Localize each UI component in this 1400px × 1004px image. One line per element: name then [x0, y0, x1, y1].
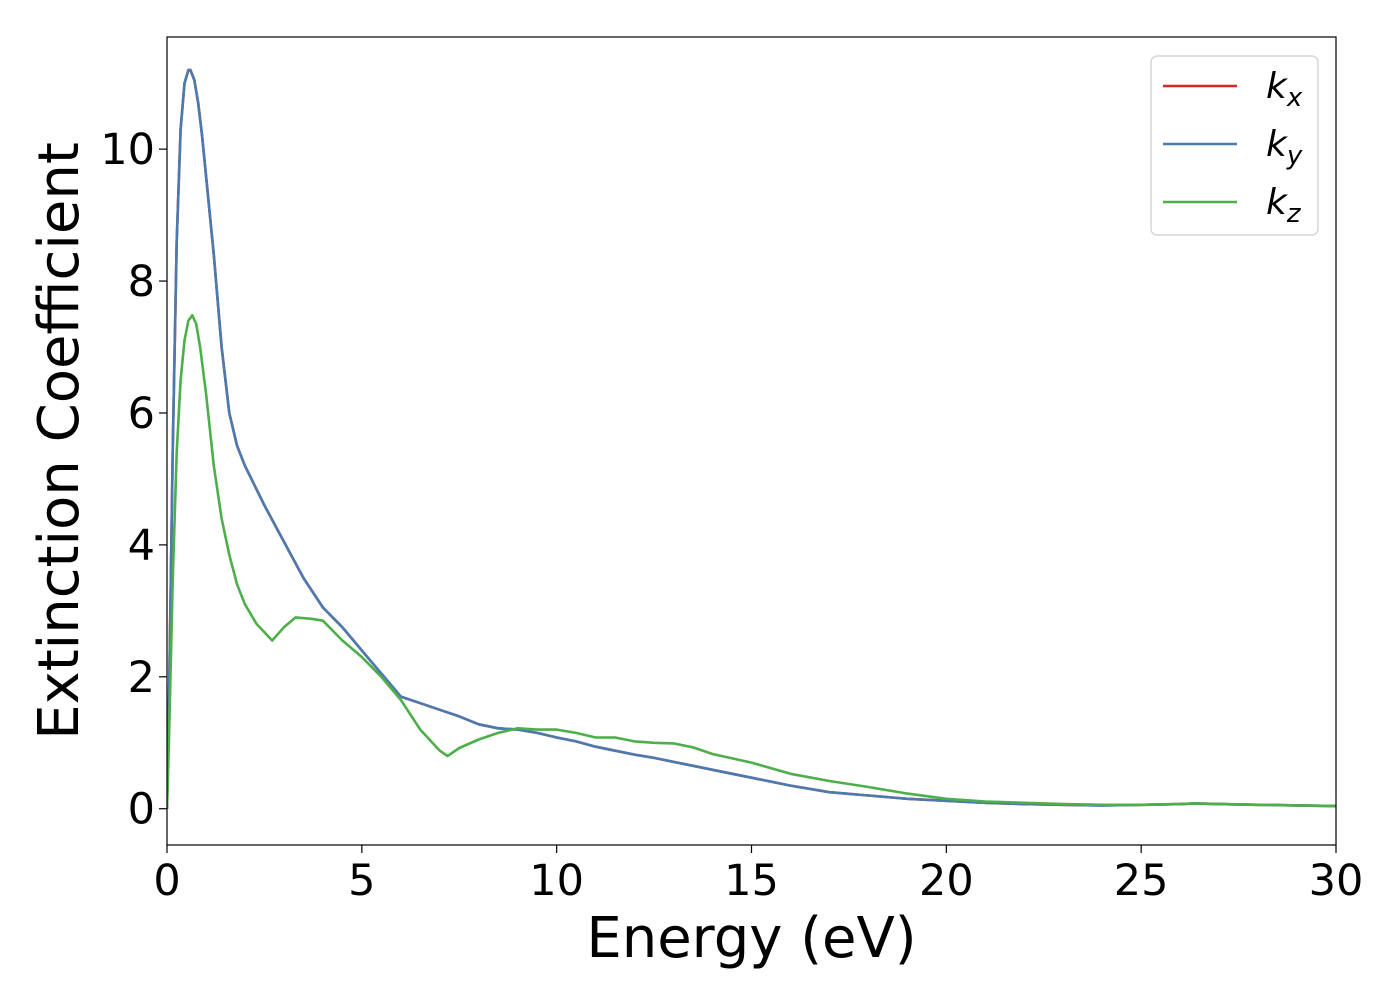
series-layer: [167, 68, 1336, 809]
x-tick-label: 5: [348, 856, 375, 906]
legend-box: [1150, 55, 1319, 236]
x-tick-label: 30: [1309, 856, 1364, 906]
x-tick-label: 10: [529, 856, 584, 906]
y-tick-label: 8: [128, 257, 155, 307]
y-tick-label: 10: [100, 125, 155, 175]
y-tick-label: 4: [128, 521, 155, 571]
x-tick-label: 15: [724, 856, 779, 906]
y-tick-label: 0: [128, 785, 155, 835]
y-tick-label: 2: [128, 653, 155, 703]
x-tick-label: 25: [1114, 856, 1169, 906]
x-axis-label: Energy (eV): [586, 906, 916, 971]
y-axis-label: Extinction Coefficient: [27, 142, 92, 740]
x-tick-label: 0: [153, 856, 180, 906]
tick-layer: 0 5 10 15 20 25 30 0 2 4 6 8 10: [100, 125, 1363, 906]
y-tick-label: 6: [128, 389, 155, 439]
x-tick-label: 20: [919, 856, 974, 906]
series-line-kz: [167, 313, 1336, 809]
